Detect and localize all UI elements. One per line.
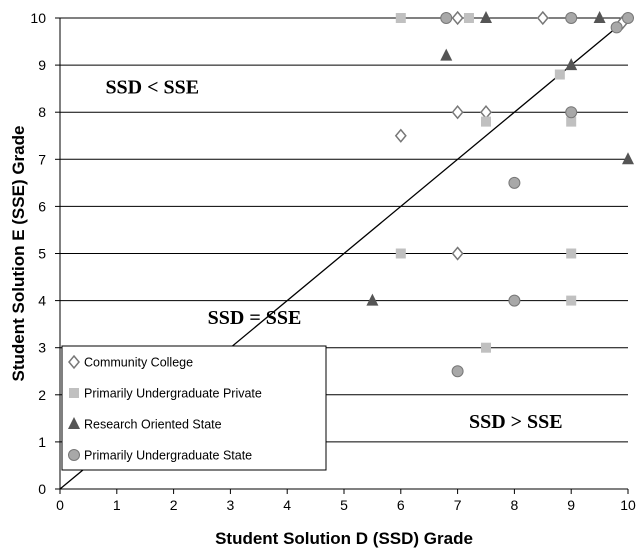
x-tick-label: 5 (340, 497, 348, 513)
x-tick-label: 8 (511, 497, 519, 513)
y-tick-label: 8 (38, 104, 46, 120)
legend-entry-label: Primarily Undergraduate Private (84, 387, 262, 401)
circle-point (440, 12, 453, 24)
triangle-point (565, 58, 578, 71)
x-tick-label: 2 (170, 497, 178, 513)
x-axis-title: Student Solution D (SSD) Grade (215, 529, 473, 548)
region-annotation: SSD > SSE (469, 411, 563, 433)
triangle-point (622, 152, 634, 165)
square-point (395, 13, 406, 23)
x-tick-label: 1 (113, 497, 121, 513)
annotations: SSD < SSE SSD = SSE SSD > SSE (105, 76, 562, 432)
y-tick-label: 2 (38, 387, 46, 403)
y-tick-label: 6 (38, 198, 46, 214)
square-point (566, 116, 577, 127)
diamond-point (394, 128, 407, 143)
diamond-point (480, 105, 492, 120)
x-tick-label: 10 (620, 497, 636, 513)
y-tick-label: 1 (38, 434, 46, 450)
legend-box (61, 345, 327, 471)
legend-entry-label: Research Oriented State (84, 418, 222, 432)
triangle-point (480, 11, 492, 23)
tick-labels: 0 1 2 3 4 5 6 7 8 9 10 0 1 2 3 4 5 6 7 8 9 10 (30, 10, 636, 513)
circle-point (622, 12, 634, 24)
y-tick-label: 9 (38, 57, 46, 73)
region-annotation: SSD < SSE (105, 76, 199, 98)
diamond-point (451, 10, 464, 26)
square-point (554, 69, 565, 80)
y-tick-label: 5 (38, 246, 46, 262)
region-annotation: SSD = SSE (208, 307, 302, 329)
legend-square-marker (69, 388, 79, 398)
circle-point (451, 365, 464, 378)
x-tick-label: 9 (567, 497, 575, 513)
square-point (463, 13, 474, 23)
circle-point (565, 106, 578, 119)
y-tick-label: 4 (38, 293, 46, 309)
x-tick-label: 6 (397, 497, 405, 513)
x-tick-label: 4 (283, 497, 291, 513)
legend-diamond-marker (68, 354, 80, 370)
x-tick-label: 7 (454, 497, 462, 513)
y-tick-label: 10 (30, 10, 46, 26)
legend: Community College Primarily Undergraduate… (61, 345, 327, 471)
x-tick-label: 3 (227, 497, 235, 513)
square-point (481, 116, 491, 127)
triangle-point (366, 293, 379, 306)
square-point (566, 295, 577, 306)
data-points (366, 10, 634, 378)
legend-circle-marker (68, 449, 80, 461)
legend-entry-label: Primarily Undergraduate State (84, 449, 252, 463)
circle-point (508, 176, 521, 189)
diamond-point (536, 10, 549, 26)
legend-entry-label: Community College (84, 356, 193, 370)
square-point (481, 342, 491, 353)
x-tick-label: 0 (56, 497, 64, 513)
triangle-point (593, 11, 606, 23)
y-tick-label: 3 (38, 340, 46, 356)
circle-point (565, 12, 578, 24)
legend-items: Community College Primarily Undergraduate… (68, 354, 262, 463)
circle-point (508, 294, 521, 307)
legend-triangle-marker (68, 417, 80, 429)
diamond-point (451, 246, 464, 261)
triangle-point (440, 48, 453, 61)
y-axis-title: Student Solution E (SSE) Grade (9, 126, 28, 382)
square-point (395, 248, 406, 259)
circle-point (610, 21, 623, 34)
y-tick-label: 7 (38, 151, 46, 167)
square-point (566, 248, 577, 259)
diamond-point (451, 105, 464, 120)
y-tick-label: 0 (38, 481, 46, 497)
